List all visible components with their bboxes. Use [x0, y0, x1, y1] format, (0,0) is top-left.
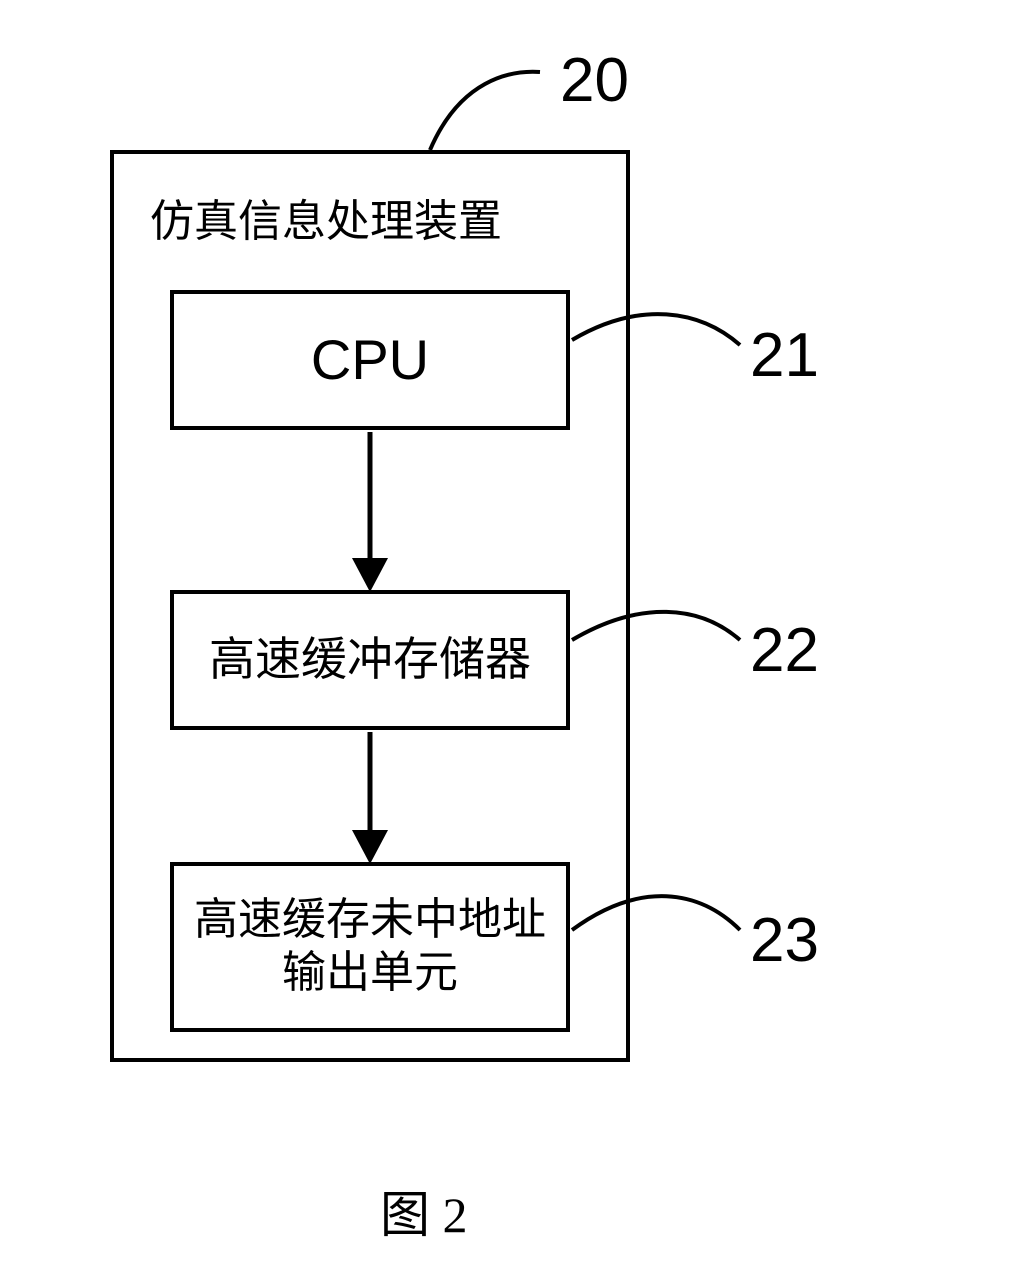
ref-label-21: 21	[750, 320, 819, 391]
ref-label-22: 22	[750, 615, 819, 686]
ref-label-23: 23	[750, 905, 819, 976]
figure-caption: 图 2	[380, 1175, 468, 1247]
ref-label-20: 20	[560, 45, 629, 116]
leader-23	[0, 0, 1010, 1288]
